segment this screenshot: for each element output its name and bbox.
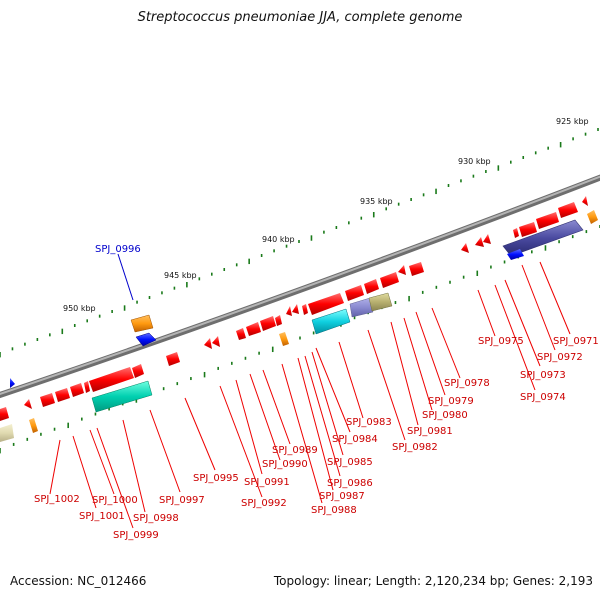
gene-arrow[interactable] xyxy=(260,316,276,331)
gene-arrow[interactable] xyxy=(558,202,578,218)
gene-arrow[interactable] xyxy=(166,352,180,366)
gene-arrow[interactable] xyxy=(398,265,406,275)
cream-box-left xyxy=(0,424,14,442)
gene-arrow[interactable] xyxy=(345,285,364,301)
gene-label-0971[interactable]: SPJ_0971 xyxy=(553,336,599,347)
domain-boxes xyxy=(0,210,598,442)
gene-label-0978[interactable]: SPJ_0978 xyxy=(444,378,490,389)
scale-label-950: 950 kbp xyxy=(63,304,96,313)
gene-arrow[interactable] xyxy=(513,228,519,238)
gene-arrow[interactable] xyxy=(582,196,588,206)
gene-label-0995[interactable]: SPJ_0995 xyxy=(193,473,239,484)
navy-domain-box xyxy=(502,219,584,257)
teal-box xyxy=(91,380,153,413)
scale-label-935: 935 kbp xyxy=(360,197,393,206)
gene-label-1001[interactable]: SPJ_1001 xyxy=(79,511,125,522)
gene-arrow[interactable] xyxy=(286,306,292,316)
gene-label-0999[interactable]: SPJ_0999 xyxy=(113,530,159,541)
genome-info-text: Topology: linear; Length: 2,120,234 bp; … xyxy=(273,574,593,588)
gene-label-0988[interactable]: SPJ_0988 xyxy=(311,505,357,516)
gene-label-0987[interactable]: SPJ_0987 xyxy=(319,491,365,502)
gene-arrow[interactable] xyxy=(204,338,212,349)
gene-label-0989[interactable]: SPJ_0989 xyxy=(272,445,318,456)
gene-arrow[interactable] xyxy=(292,304,299,314)
gene-label-0990[interactable]: SPJ_0990 xyxy=(262,459,308,470)
gene-arrow[interactable] xyxy=(519,222,537,237)
gene-arrow[interactable] xyxy=(212,336,220,347)
gene-label-0982[interactable]: SPJ_0982 xyxy=(392,442,438,453)
gene-label-0998[interactable]: SPJ_0998 xyxy=(133,513,179,524)
gene-arrow[interactable] xyxy=(364,279,379,294)
gene-arrow[interactable] xyxy=(236,328,246,340)
gene-label-0979[interactable]: SPJ_0979 xyxy=(428,396,474,407)
orange-small-box xyxy=(587,210,598,224)
gene-label-0996[interactable]: SPJ_0996 xyxy=(95,244,141,255)
gene-label-0997[interactable]: SPJ_0997 xyxy=(159,495,205,506)
gene-label-1000[interactable]: SPJ_1000 xyxy=(92,495,138,506)
gene-label-1002[interactable]: SPJ_1002 xyxy=(34,494,80,505)
gene-label-0991[interactable]: SPJ_0991 xyxy=(244,477,290,488)
gene-label-0974[interactable]: SPJ_0974 xyxy=(520,392,566,403)
gene-arrows xyxy=(0,196,588,421)
cyan-box xyxy=(311,308,351,335)
gene-label-0992[interactable]: SPJ_0992 xyxy=(241,498,287,509)
gene-label-0986[interactable]: SPJ_0986 xyxy=(327,478,373,489)
lavender-box xyxy=(349,297,374,318)
gene-arrow[interactable] xyxy=(475,237,484,247)
genome-backbone xyxy=(0,174,600,399)
gene-arrow[interactable] xyxy=(246,322,261,336)
gene-label-0985[interactable]: SPJ_0985 xyxy=(327,457,373,468)
olive-box xyxy=(368,292,393,312)
orange-tiny-box-left xyxy=(29,418,38,433)
blue-box-0996 xyxy=(135,332,157,347)
gene-arrow[interactable] xyxy=(70,383,84,397)
scale-label-945: 945 kbp xyxy=(164,271,197,280)
gene-arrow[interactable] xyxy=(132,364,144,378)
gene-label-0972[interactable]: SPJ_0972 xyxy=(537,352,583,363)
gene-arrow[interactable] xyxy=(89,367,134,392)
gene-arrow[interactable] xyxy=(0,407,9,421)
gene-label-0973[interactable]: SPJ_0973 xyxy=(520,370,566,381)
gene-arrow[interactable] xyxy=(40,393,55,407)
gene-arrow[interactable] xyxy=(536,212,559,229)
gene-arrow[interactable] xyxy=(302,304,308,315)
gene-arrow[interactable] xyxy=(24,399,32,409)
gene-arrow[interactable] xyxy=(308,293,344,315)
leader-line-0996 xyxy=(117,253,134,301)
scale-label-930: 930 kbp xyxy=(458,157,491,166)
gene-label-0983[interactable]: SPJ_0983 xyxy=(346,417,392,428)
scale-label-925: 925 kbp xyxy=(556,117,589,126)
gene-label-0975[interactable]: SPJ_0975 xyxy=(478,336,524,347)
gene-labels: SPJ_0971 SPJ_0972 SPJ_0973 SPJ_0974 SPJ_… xyxy=(34,336,599,541)
gene-label-0984[interactable]: SPJ_0984 xyxy=(332,434,378,445)
gene-arrow[interactable] xyxy=(275,315,282,326)
orange-tiny-box xyxy=(279,332,289,346)
leader-lines xyxy=(49,261,571,529)
gene-label-0981[interactable]: SPJ_0981 xyxy=(407,426,453,437)
orange-box-0996 xyxy=(130,314,154,333)
gene-label-0980[interactable]: SPJ_0980 xyxy=(422,410,468,421)
blue-small-box xyxy=(507,249,524,260)
gene-arrow[interactable] xyxy=(84,381,90,393)
gene-arrow[interactable] xyxy=(461,243,469,253)
gene-arrow[interactable] xyxy=(483,234,491,244)
gene-arrow[interactable] xyxy=(380,272,399,288)
gene-arrow[interactable] xyxy=(55,388,70,402)
genome-backbone-highlight xyxy=(0,175,600,396)
map-title: Streptococcus pneumoniae JJA, complete g… xyxy=(137,10,463,25)
scale-label-940: 940 kbp xyxy=(262,235,295,244)
gene-arrow[interactable] xyxy=(409,262,424,276)
gene-arrow[interactable] xyxy=(10,378,15,388)
accession-text: Accession: NC_012466 xyxy=(10,574,147,588)
